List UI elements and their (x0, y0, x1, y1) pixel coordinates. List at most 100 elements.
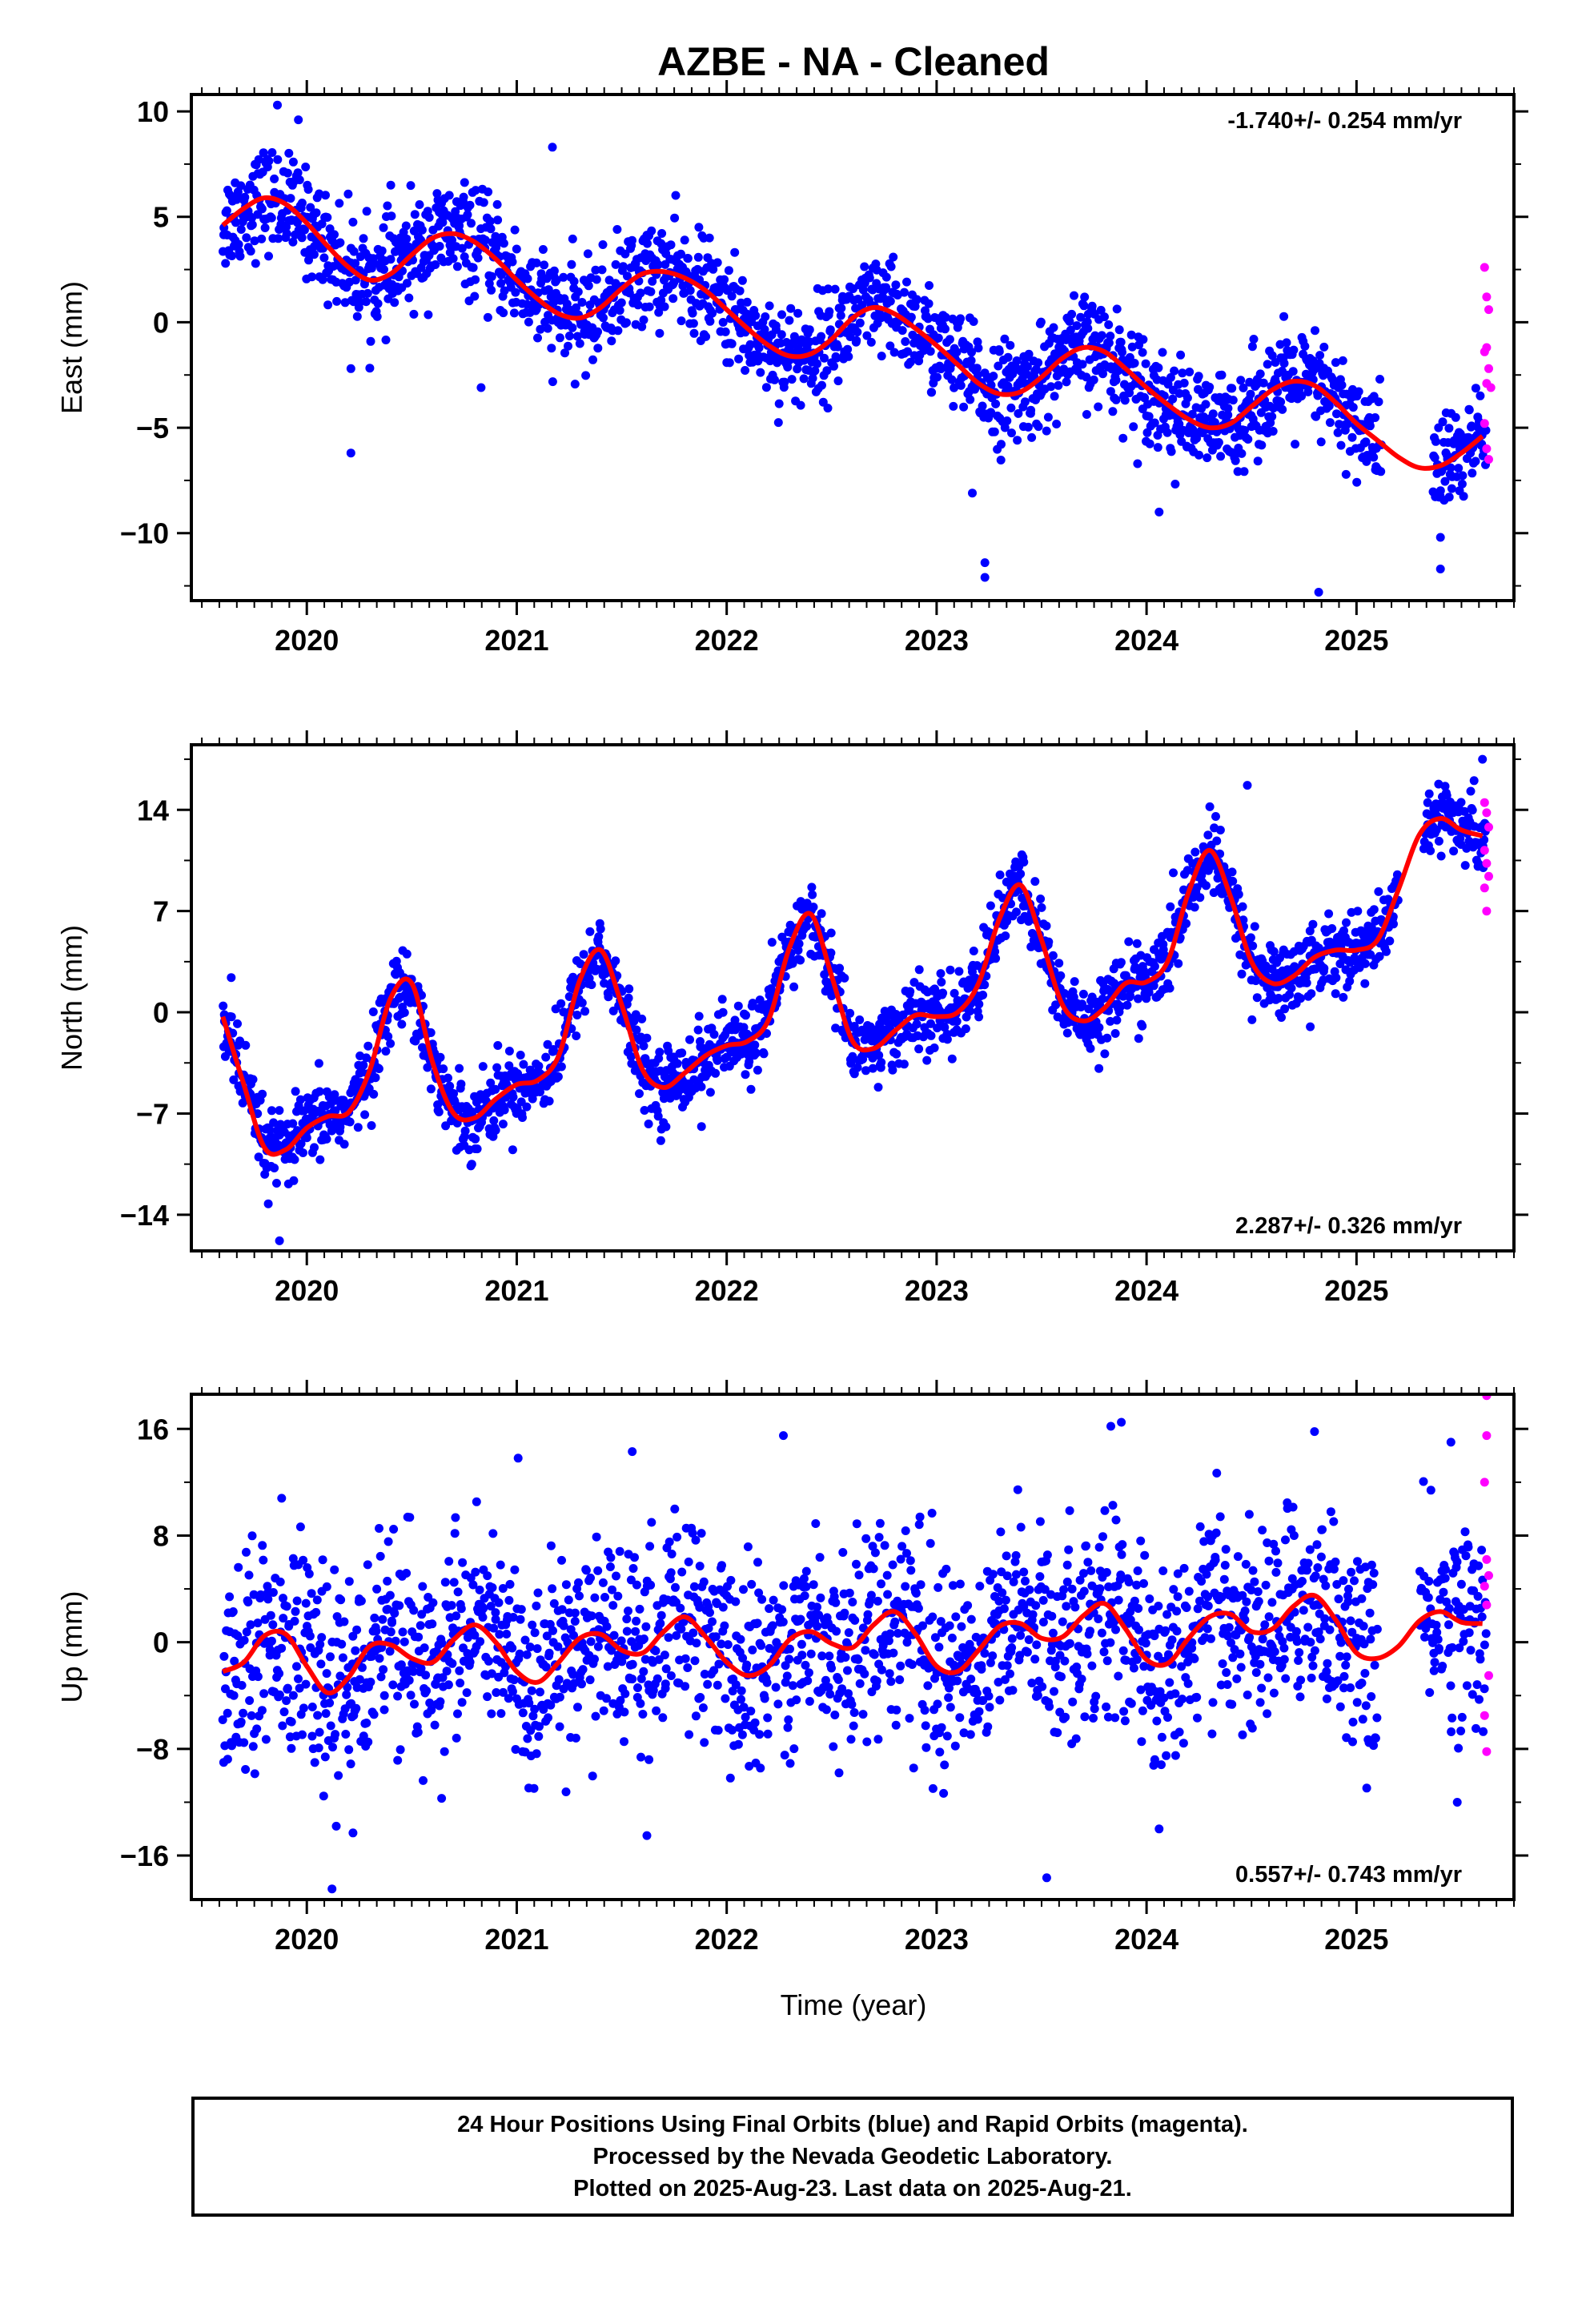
up-final-point (338, 1653, 347, 1663)
up-final-point (311, 1607, 321, 1617)
up-final-point (670, 1504, 680, 1514)
east-final-point (1067, 309, 1077, 319)
up-plot-area (218, 1394, 1493, 1894)
east-final-point (889, 348, 899, 357)
east-final-point (486, 224, 496, 234)
east-final-point (288, 237, 298, 247)
north-final-point (444, 1073, 452, 1083)
up-final-point (667, 1550, 677, 1558)
east-final-point (463, 210, 472, 219)
north-final-point (1213, 874, 1223, 883)
up-final-point (573, 1703, 582, 1712)
north-final-point (745, 1057, 754, 1067)
east-final-point (705, 233, 714, 243)
east-final-point (1104, 338, 1114, 348)
up-final-point (488, 1529, 498, 1538)
east-final-point (1217, 370, 1227, 380)
east-final-point (299, 225, 309, 235)
east-final-point (403, 279, 412, 288)
up-final-point (666, 1568, 676, 1578)
up-final-point (396, 1660, 406, 1670)
east-final-point (858, 285, 868, 295)
east-final-point (352, 312, 362, 321)
east-final-point (431, 260, 440, 269)
north-final-point (383, 1031, 393, 1041)
north-final-point (381, 1047, 391, 1056)
east-frame (190, 93, 1516, 602)
north-final-point (1166, 902, 1175, 911)
up-final-point (728, 1725, 737, 1735)
up-final-point (691, 1711, 701, 1721)
up-final-point (428, 1619, 437, 1629)
up-final-point (636, 1674, 646, 1683)
east-final-point (1354, 387, 1363, 396)
north-final-point (697, 1122, 706, 1132)
north-final-point (471, 1134, 480, 1144)
up-final-point (541, 1663, 551, 1672)
east-final-point (1007, 428, 1016, 438)
east-y-tick-label: −10 (120, 517, 169, 550)
up-final-point (848, 1598, 857, 1606)
east-final-point (1333, 428, 1343, 437)
east-final-point (974, 344, 983, 353)
east-final-point (406, 181, 416, 191)
east-final-point (383, 201, 392, 211)
up-final-point (717, 1639, 726, 1649)
east-final-point (933, 372, 942, 382)
east-final-point (1100, 312, 1109, 322)
up-final-point (504, 1694, 513, 1703)
north-x-tick-label: 2023 (905, 1274, 969, 1307)
east-final-point (260, 223, 270, 232)
east-final-point (1046, 382, 1056, 392)
north-final-point (1149, 981, 1158, 991)
north-final-point (753, 1065, 762, 1075)
north-final-point (402, 949, 412, 959)
up-final-point (223, 1708, 232, 1718)
north-final-point (500, 1105, 509, 1115)
east-final-point (934, 333, 943, 343)
north-final-point (639, 1041, 648, 1051)
east-final-point (1089, 375, 1098, 384)
east-final-point (1094, 402, 1103, 412)
east-final-point (496, 279, 506, 288)
east-final-point (754, 343, 764, 352)
up-final-point (622, 1614, 632, 1624)
east-final-point (1116, 337, 1126, 347)
east-final-point (286, 194, 295, 203)
up-final-point (753, 1558, 762, 1567)
up-final-point (457, 1698, 467, 1707)
up-final-point (628, 1675, 637, 1684)
east-final-point (471, 186, 480, 195)
up-final-point (816, 1593, 825, 1602)
east-final-point (1468, 468, 1477, 478)
east-final-point (1435, 533, 1445, 542)
up-final-point (548, 1584, 557, 1594)
east-final-point (1199, 416, 1209, 425)
up-final-point (326, 1721, 335, 1731)
east-final-point (295, 175, 304, 185)
up-final-point (410, 1699, 419, 1709)
north-final-point (468, 1108, 477, 1116)
north-final-point (439, 1064, 448, 1074)
north-final-point (1237, 969, 1247, 979)
north-final-point (1182, 919, 1191, 928)
up-final-point (451, 1513, 460, 1522)
north-final-point (1054, 959, 1064, 968)
up-final-point (672, 1630, 681, 1640)
up-final-point (636, 1699, 645, 1708)
east-final-point (607, 336, 616, 346)
east-final-point (351, 275, 360, 285)
up-final-point (785, 1759, 795, 1768)
up-final-point (239, 1635, 249, 1645)
east-final-point (1054, 380, 1063, 390)
up-final-point (846, 1735, 856, 1744)
east-final-point (1192, 433, 1202, 443)
north-final-point (516, 1051, 525, 1059)
up-final-point (700, 1738, 709, 1747)
north-final-point (1360, 959, 1370, 968)
east-final-point (901, 337, 910, 346)
east-final-point (829, 361, 838, 371)
east-final-point (657, 229, 667, 238)
east-final-point (1034, 422, 1043, 432)
north-final-point (528, 1094, 537, 1104)
